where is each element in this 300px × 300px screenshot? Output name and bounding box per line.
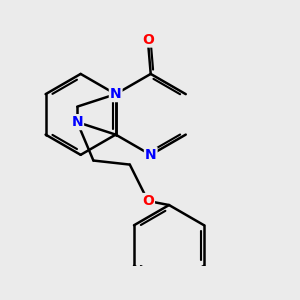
Text: N: N: [71, 115, 83, 129]
Text: N: N: [110, 87, 122, 101]
Text: N: N: [145, 148, 157, 162]
Text: O: O: [142, 32, 154, 46]
Text: O: O: [142, 194, 154, 208]
